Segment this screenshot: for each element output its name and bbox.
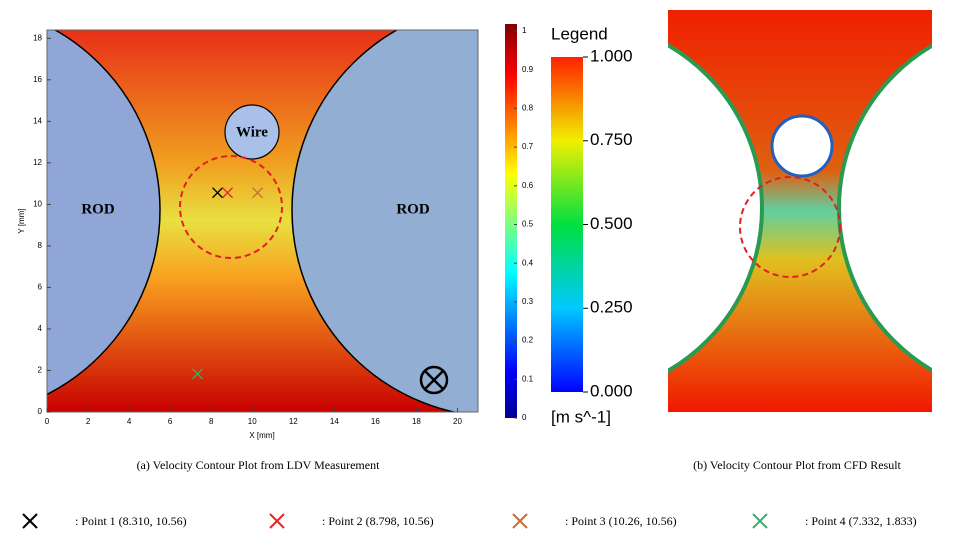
y-tick-label: 12: [33, 158, 42, 167]
x-tick-label: 4: [127, 417, 132, 426]
legend-title: Legend: [551, 24, 608, 43]
x-tick-label: 14: [330, 417, 339, 426]
colorbar-a: [505, 24, 517, 418]
legend-label: : Point 1 (8.310, 10.56): [75, 514, 187, 528]
colorbar-tick-label: 0.4: [522, 258, 534, 267]
y-tick-label: 6: [38, 283, 43, 292]
contour-b: [668, 10, 932, 412]
x-tick-label: 16: [371, 417, 380, 426]
plot-frame: [46, 29, 479, 413]
legend-marker: [752, 513, 768, 529]
legend-marker: [512, 513, 528, 529]
colorbar-tick-label: 0.5: [522, 220, 534, 229]
colorbar-tick-label: 1.000: [590, 46, 633, 65]
colorbar-tick-label: 0.8: [522, 104, 534, 113]
colorbar-b: [551, 57, 583, 392]
x-tick-label: 8: [209, 417, 214, 426]
colorbar-unit: [m s^-1]: [551, 407, 611, 426]
x-tick-label: 2: [86, 417, 91, 426]
colorbar-tick-label: 0.1: [522, 374, 534, 383]
colorbar-tick-label: 0.000: [590, 381, 633, 400]
point-marker: [192, 368, 203, 380]
point-marker: [252, 187, 264, 199]
colorbar-tick-label: 1: [522, 26, 527, 35]
y-tick-label: 10: [33, 200, 42, 209]
legend-marker: [269, 513, 285, 529]
y-axis-label: Y [mm]: [17, 208, 26, 233]
caption: (b) Velocity Contour Plot from CFD Resul…: [693, 458, 901, 472]
y-tick-label: 8: [38, 241, 43, 250]
x-tick-label: 20: [453, 417, 462, 426]
y-tick-label: 2: [38, 366, 43, 375]
colorbar-tick-label: 0.3: [522, 297, 534, 306]
y-tick-label: 4: [38, 324, 43, 333]
colorbar-tick-label: 0.2: [522, 336, 534, 345]
y-tick-label: 0: [38, 407, 43, 416]
legend-label: : Point 2 (8.798, 10.56): [322, 514, 434, 528]
contour-a: [47, 30, 478, 412]
colorbar-tick-label: 0.6: [522, 181, 534, 190]
point-marker: [212, 187, 224, 199]
colorbar-tick-label: 0.750: [590, 130, 633, 149]
y-tick-label: 14: [33, 116, 42, 125]
x-tick-label: 6: [168, 417, 173, 426]
legend-marker: [22, 513, 38, 529]
highlight-circle: [179, 155, 283, 259]
y-tick-label: 18: [33, 33, 42, 42]
annotation: Wire: [236, 124, 268, 140]
legend-label: : Point 4 (7.332, 1.833): [805, 514, 917, 528]
x-tick-label: 0: [45, 417, 50, 426]
colorbar-tick-label: 0.250: [590, 298, 633, 317]
caption: (a) Velocity Contour Plot from LDV Measu…: [137, 458, 381, 472]
annotation: ROD: [396, 201, 430, 217]
highlight-circle: [739, 176, 841, 278]
x-tick-label: 10: [248, 417, 257, 426]
colorbar-tick-label: 0.500: [590, 214, 633, 233]
colorbar-tick-label: 0.7: [522, 142, 534, 151]
colorbar-tick-label: 0.9: [522, 65, 534, 74]
x-tick-label: 18: [412, 417, 421, 426]
x-tick-label: 12: [289, 417, 298, 426]
colorbar-tick-label: 0: [522, 413, 527, 422]
legend-label: : Point 3 (10.26, 10.56): [565, 514, 677, 528]
annotation: ROD: [81, 201, 115, 217]
x-axis-label: X [mm]: [249, 431, 274, 440]
y-tick-label: 16: [33, 75, 42, 84]
point-marker: [222, 187, 234, 199]
flow-direction: [419, 365, 449, 395]
